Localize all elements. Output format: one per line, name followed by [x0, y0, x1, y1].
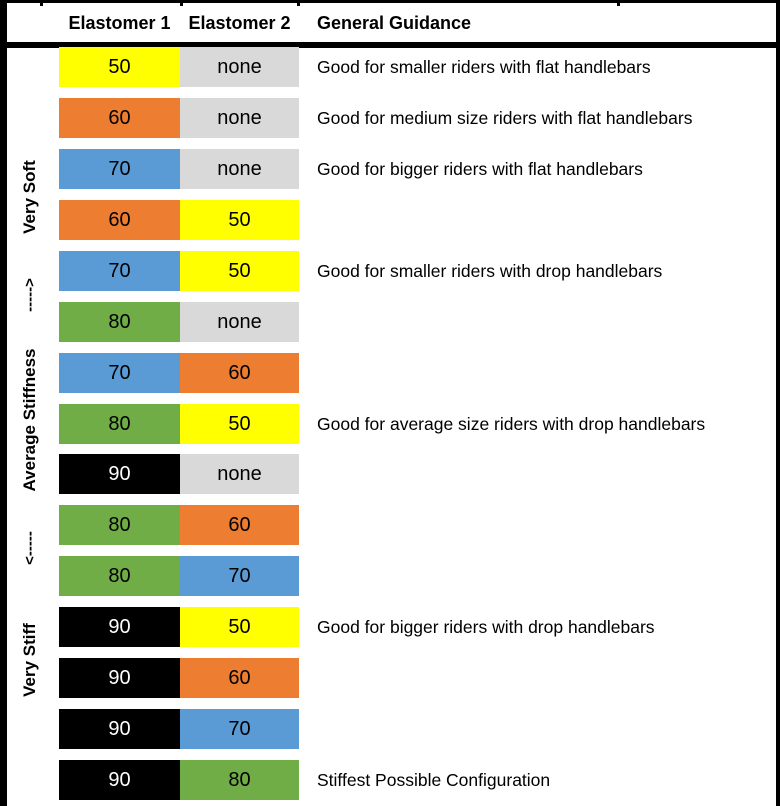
elastomer1-cell: 60 — [59, 98, 180, 138]
guidance-text: Good for bigger riders with flat handleb… — [317, 158, 643, 179]
elastomer1-cell: 90 — [59, 454, 180, 494]
gridline-tick — [180, 0, 183, 6]
axis-label-very-stiff: Very Stiff — [20, 623, 39, 697]
elastomer2-cell: 50 — [180, 404, 299, 444]
guidance-text: Good for smaller riders with flat handle… — [317, 56, 651, 77]
elastomer1-cell: 70 — [59, 251, 180, 291]
table-left-border — [0, 0, 7, 806]
elastomer2-cell: 60 — [180, 658, 299, 698]
elastomer1-cell: 80 — [59, 302, 180, 342]
elastomer1-cell: 90 — [59, 658, 180, 698]
guidance-text: Stiffest Possible Configuration — [317, 769, 551, 790]
table-right-border — [776, 0, 780, 806]
elastomer2-cell: 50 — [180, 607, 299, 647]
elastomer1-cell: 90 — [59, 709, 180, 749]
axis-arrow-toward-soft: -----> — [21, 278, 39, 312]
elastomer2-cell: 60 — [180, 353, 299, 393]
guidance-text: Good for bigger riders with drop handleb… — [317, 616, 655, 637]
elastomer1-cell: 70 — [59, 149, 180, 189]
gridline-tick — [40, 0, 43, 6]
table-top-border — [0, 0, 780, 3]
elastomer1-cell: 80 — [59, 404, 180, 444]
elastomer2-cell: 70 — [180, 709, 299, 749]
elastomer2-cell: 60 — [180, 505, 299, 545]
elastomer1-cell: 80 — [59, 556, 180, 596]
elastomer2-cell: none — [180, 302, 299, 342]
axis-arrow-toward-stiff: <----- — [21, 531, 39, 565]
elastomer2-cell: none — [180, 454, 299, 494]
elastomer2-cell: 80 — [180, 760, 299, 800]
axis-label-average-stiffness: Average Stiffness — [20, 348, 39, 492]
elastomer1-cell: 60 — [59, 200, 180, 240]
header-divider-line — [0, 42, 780, 48]
elastomer2-cell: 70 — [180, 556, 299, 596]
elastomer1-cell: 80 — [59, 505, 180, 545]
guidance-text: Good for medium size riders with flat ha… — [317, 107, 693, 128]
elastomer1-cell: 70 — [59, 353, 180, 393]
gridline-tick — [617, 0, 620, 6]
elastomer2-cell: none — [180, 149, 299, 189]
column-header-elastomer1: Elastomer 1 — [68, 13, 171, 33]
guidance-text: Good for average size riders with drop h… — [317, 413, 706, 434]
elastomer2-cell: none — [180, 98, 299, 138]
gridline-tick — [297, 0, 300, 6]
column-header-general-guidance: General Guidance — [317, 13, 472, 33]
column-header-elastomer2: Elastomer 2 — [188, 13, 291, 33]
elastomer1-cell: 90 — [59, 760, 180, 800]
axis-label-very-soft: Very Soft — [20, 160, 39, 234]
elastomer2-cell: 50 — [180, 251, 299, 291]
elastomer1-cell: 90 — [59, 607, 180, 647]
elastomer1-cell: 50 — [59, 47, 180, 87]
elastomer2-cell: none — [180, 47, 299, 87]
elastomer2-cell: 50 — [180, 200, 299, 240]
guidance-text: Good for smaller riders with drop handle… — [317, 260, 663, 281]
